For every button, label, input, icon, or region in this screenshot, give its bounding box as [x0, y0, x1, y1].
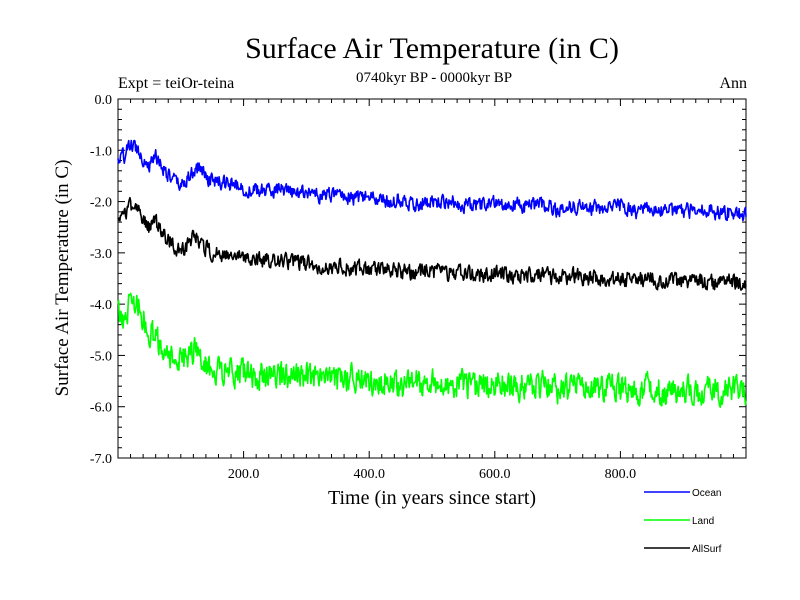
x-tick-label: 800.0	[605, 467, 637, 482]
y-axis-ticks: 0.0 -1.0 -2.0 -3.0 -4.0 -5.0 -6.0 -7.0	[90, 93, 746, 467]
y-tick-label: -2.0	[90, 196, 112, 211]
series-line-land	[117, 292, 747, 409]
series-line-ocean	[117, 139, 747, 222]
legend-label-ocean: Ocean	[692, 488, 721, 499]
x-axis-ticks: 200.0 400.0 600.0 800.0	[130, 99, 734, 482]
legend-label-allsurf: AllSurf	[692, 544, 722, 555]
legend: Ocean Land AllSurf	[644, 488, 722, 555]
y-tick-label: -7.0	[90, 452, 112, 467]
series-lines	[117, 139, 747, 409]
series-line-allsurf	[117, 196, 747, 291]
chart-subtitle: 0740kyr BP - 0000kyr BP	[356, 70, 512, 86]
x-tick-label: 600.0	[479, 467, 511, 482]
chart-title: Surface Air Temperature (in C)	[245, 32, 619, 65]
y-tick-label: -5.0	[90, 349, 112, 364]
y-tick-label: -1.0	[90, 144, 112, 159]
season-label: Ann	[719, 75, 747, 92]
legend-label-land: Land	[692, 516, 714, 527]
x-tick-label: 400.0	[353, 467, 385, 482]
x-axis-label: Time (in years since start)	[328, 487, 536, 509]
y-tick-label: -3.0	[90, 247, 112, 262]
y-tick-label: -4.0	[90, 298, 112, 313]
y-axis-label: Surface Air Temperature (in C)	[52, 160, 73, 397]
experiment-label: Expt = teiOr-teina	[118, 75, 234, 92]
y-tick-label: -6.0	[90, 401, 112, 416]
x-tick-label: 200.0	[228, 467, 260, 482]
y-tick-label: 0.0	[95, 93, 113, 108]
